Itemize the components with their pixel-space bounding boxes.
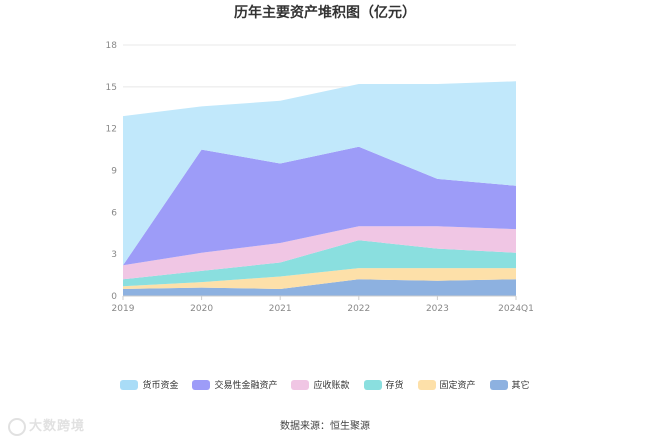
area-series-5 [123,81,516,266]
legend-label-0: 货币资金 [142,381,179,391]
legend-swatch-4 [417,379,436,390]
y-tick-label-3: 3 [111,250,117,260]
area-series-4 [123,146,516,266]
legend-item-5[interactable]: 其它 [489,378,530,391]
y-tick-label-0: 0 [111,292,117,302]
area-series-3 [123,226,516,280]
axis-layer: 0 3 6 9 12 15 18 2019 2020 2021 2022 2023 2024Q1 [106,41,534,314]
y-tick-label-6: 6 [111,208,117,218]
x-tick-label-3: 2022 [347,304,370,314]
legend-item-2[interactable]: 应收账款 [291,378,350,391]
source-note: 数据来源：恒生聚源 [280,421,370,432]
legend-swatch-5 [489,379,508,390]
legend-label-4: 固定资产 [439,381,476,391]
x-tick-label-5: 2024Q1 [498,304,534,314]
legend-label-3: 存货 [385,381,404,391]
x-tick-label-0: 2019 [112,304,135,314]
y-tick-label-18: 18 [106,41,118,51]
y-tick-label-12: 12 [106,125,117,135]
x-tick-label-4: 2023 [426,304,449,314]
area-series-1 [123,268,516,289]
legend-label-1: 交易性金融资产 [214,381,278,391]
area-layer [123,81,516,296]
chart-title: 历年主要资产堆积图（亿元） [234,5,416,21]
legend-item-3[interactable]: 存货 [363,378,404,391]
y-tick-label-15: 15 [106,83,117,93]
watermark-text: 大数跨境 [29,419,86,434]
area-series-2 [123,240,516,287]
legend-item-0[interactable]: 货币资金 [120,378,178,391]
legend-label-5: 其它 [511,381,530,391]
legend-swatch-3 [363,379,382,390]
legend: 货币资金 交易性金融资产 应收账款 存货 固定资产 其它 [0,378,650,391]
legend-swatch-2 [291,379,310,390]
legend-swatch-0 [120,379,139,390]
legend-item-4[interactable]: 固定资产 [417,378,476,391]
legend-swatch-1 [192,379,211,390]
watermark-icon [8,417,26,436]
x-tick-label-2: 2021 [269,304,292,314]
watermark-logo: 大数跨境 [8,415,85,436]
x-tick-label-1: 2020 [190,304,213,314]
y-tick-label-9: 9 [111,167,117,177]
area-series-0 [123,279,516,296]
legend-item-1[interactable]: 交易性金融资产 [192,378,277,391]
legend-label-2: 应收账款 [313,381,350,391]
